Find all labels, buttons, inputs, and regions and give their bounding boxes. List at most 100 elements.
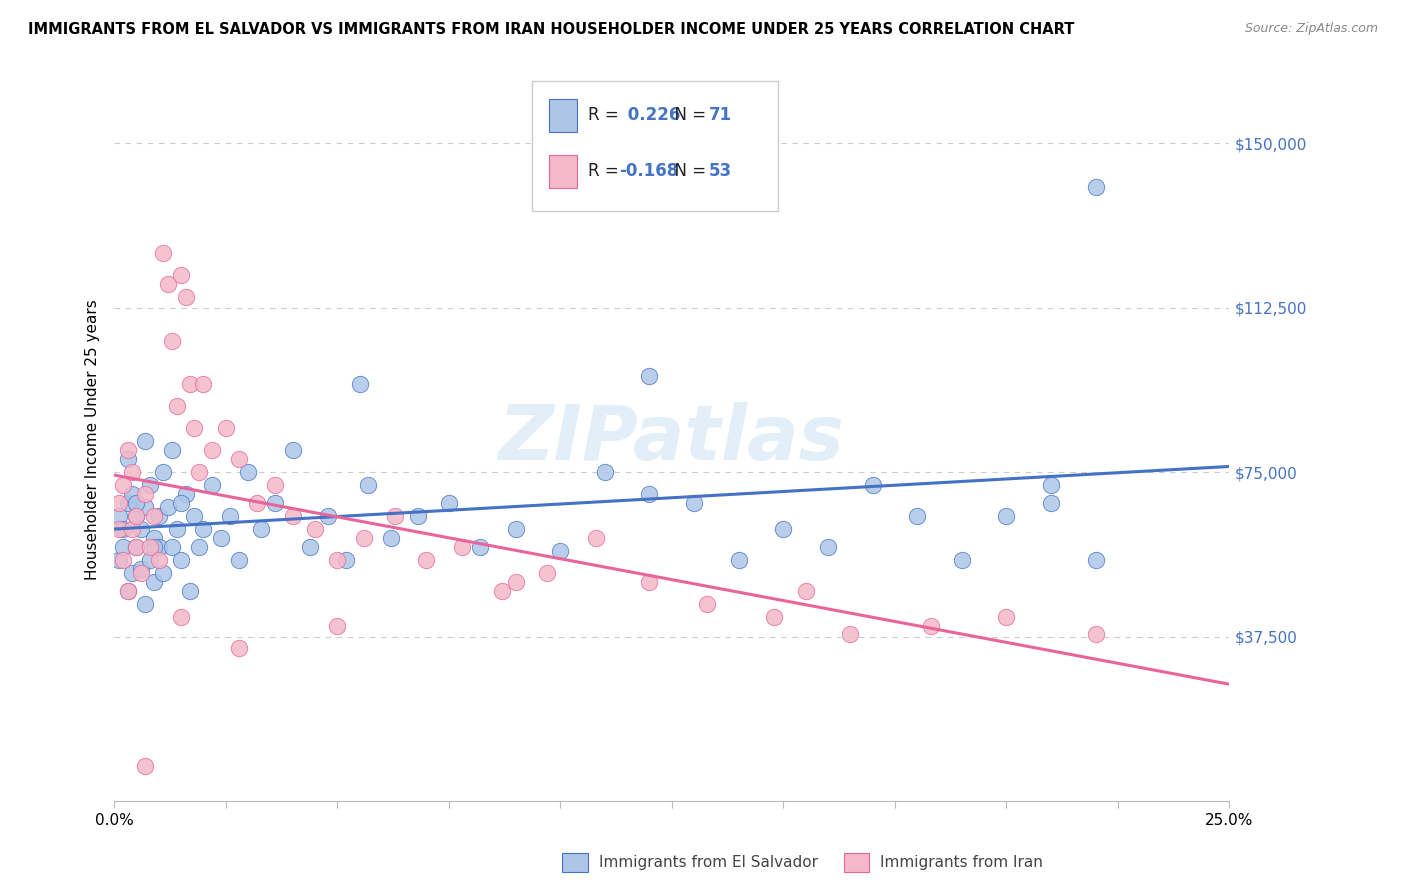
Point <box>166 522 188 536</box>
Point <box>117 452 139 467</box>
Point <box>548 544 571 558</box>
Point <box>304 522 326 536</box>
Point <box>839 627 862 641</box>
Point <box>117 583 139 598</box>
Text: Source: ZipAtlas.com: Source: ZipAtlas.com <box>1244 22 1378 36</box>
Point <box>536 566 558 580</box>
Point <box>134 597 156 611</box>
Point <box>384 509 406 524</box>
Point <box>143 531 166 545</box>
Point <box>148 553 170 567</box>
Point <box>112 478 135 492</box>
Point <box>129 566 152 580</box>
Point <box>638 368 661 383</box>
Point <box>156 277 179 291</box>
Point <box>170 610 193 624</box>
Point <box>143 540 166 554</box>
Point <box>1039 496 1062 510</box>
Point <box>129 562 152 576</box>
Point <box>166 400 188 414</box>
Point <box>451 540 474 554</box>
Point <box>125 496 148 510</box>
Point <box>134 759 156 773</box>
Point <box>437 496 460 510</box>
Point <box>585 531 607 545</box>
Point <box>1084 180 1107 194</box>
Point <box>160 443 183 458</box>
Point <box>143 574 166 589</box>
Point <box>193 522 215 536</box>
Point <box>1084 627 1107 641</box>
Text: IMMIGRANTS FROM EL SALVADOR VS IMMIGRANTS FROM IRAN HOUSEHOLDER INCOME UNDER 25 : IMMIGRANTS FROM EL SALVADOR VS IMMIGRANT… <box>28 22 1074 37</box>
FancyBboxPatch shape <box>550 155 576 187</box>
Point <box>139 540 162 554</box>
Point <box>152 465 174 479</box>
Point <box>326 553 349 567</box>
Point <box>174 487 197 501</box>
Text: Immigrants from El Salvador: Immigrants from El Salvador <box>599 855 818 870</box>
Point <box>406 509 429 524</box>
Point <box>134 487 156 501</box>
Point <box>727 553 749 567</box>
Point <box>117 583 139 598</box>
Text: -0.168: -0.168 <box>620 162 679 180</box>
Text: R =: R = <box>588 162 624 180</box>
Point <box>201 443 224 458</box>
Text: ZIPatlas: ZIPatlas <box>499 402 845 476</box>
Point <box>380 531 402 545</box>
Point <box>920 618 942 632</box>
Point <box>139 553 162 567</box>
Point <box>170 496 193 510</box>
FancyBboxPatch shape <box>533 81 778 211</box>
Point <box>160 540 183 554</box>
Point <box>152 245 174 260</box>
Point <box>112 553 135 567</box>
Text: 53: 53 <box>709 162 731 180</box>
Point <box>263 478 285 492</box>
Point <box>1039 478 1062 492</box>
Point <box>143 509 166 524</box>
Point <box>817 540 839 554</box>
Point <box>763 610 786 624</box>
Text: Immigrants from Iran: Immigrants from Iran <box>880 855 1043 870</box>
Point <box>170 268 193 282</box>
Point <box>995 610 1018 624</box>
Point <box>491 583 513 598</box>
Point <box>107 522 129 536</box>
Point <box>638 487 661 501</box>
Point <box>995 509 1018 524</box>
Point <box>125 540 148 554</box>
Point <box>862 478 884 492</box>
Point <box>201 478 224 492</box>
Point <box>121 566 143 580</box>
Point <box>281 509 304 524</box>
Point <box>160 334 183 348</box>
Point <box>415 553 437 567</box>
Point <box>129 522 152 536</box>
Point <box>353 531 375 545</box>
Point <box>1084 553 1107 567</box>
Point <box>187 465 209 479</box>
Point <box>121 522 143 536</box>
Point <box>107 553 129 567</box>
Point <box>183 509 205 524</box>
Point <box>246 496 269 510</box>
Point <box>236 465 259 479</box>
Point <box>263 496 285 510</box>
Point <box>152 566 174 580</box>
Point <box>174 290 197 304</box>
Point <box>228 640 250 655</box>
Point <box>228 452 250 467</box>
Point <box>318 509 340 524</box>
Point <box>357 478 380 492</box>
Point <box>179 583 201 598</box>
Point <box>794 583 817 598</box>
Point <box>170 553 193 567</box>
Y-axis label: Householder Income Under 25 years: Householder Income Under 25 years <box>86 299 100 580</box>
Point <box>183 421 205 435</box>
Text: N =: N = <box>664 106 711 124</box>
Point <box>219 509 242 524</box>
Point <box>326 618 349 632</box>
Point <box>125 540 148 554</box>
Text: N =: N = <box>664 162 711 180</box>
